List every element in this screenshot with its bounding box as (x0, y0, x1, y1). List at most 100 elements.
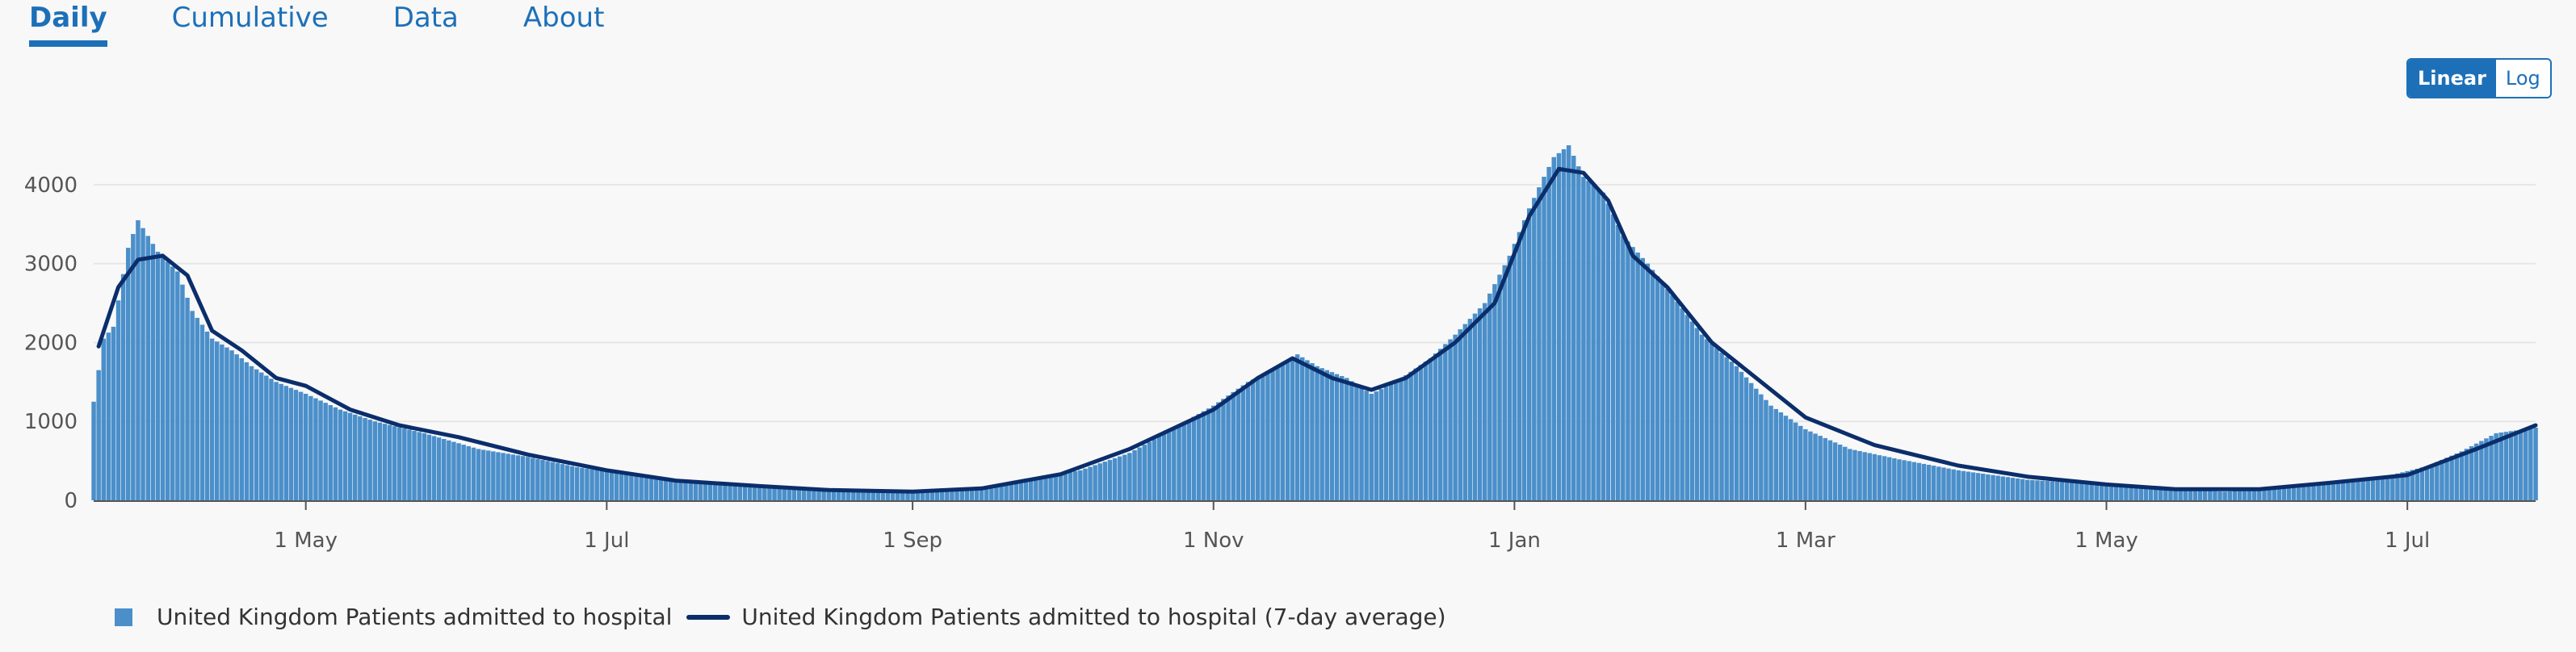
daily-bar (451, 441, 456, 500)
daily-bar (1300, 357, 1305, 500)
daily-bar (1936, 466, 1941, 500)
daily-bar (141, 228, 145, 500)
daily-bar (1892, 458, 1897, 500)
daily-bar (2168, 488, 2173, 500)
daily-bar (1467, 319, 1473, 500)
daily-bar (1345, 378, 1349, 500)
daily-bar (545, 461, 550, 500)
daily-bar (1743, 377, 1749, 500)
daily-bar (1063, 473, 1068, 500)
linear-scale-button[interactable]: Linear (2408, 60, 2496, 97)
y-tick-label: 3000 (24, 253, 78, 277)
legend-item-line[interactable]: United Kingdom Patients admitted to hosp… (686, 604, 1446, 630)
daily-bar (288, 387, 294, 500)
daily-bar (614, 473, 619, 500)
daily-bar (190, 311, 195, 500)
daily-bar (1315, 366, 1319, 500)
daily-bar (2414, 468, 2420, 500)
legend-item-bars[interactable]: United Kingdom Patients admitted to hosp… (115, 604, 672, 630)
daily-bar (718, 483, 723, 500)
daily-bar (2489, 436, 2494, 500)
daily-bar (91, 401, 96, 500)
daily-bar (1329, 372, 1335, 500)
daily-bar (2252, 490, 2257, 500)
daily-bar (1408, 371, 1413, 500)
daily-bar (1852, 449, 1857, 500)
daily-bar (1378, 389, 1384, 500)
daily-bar (885, 490, 891, 500)
daily-bar (644, 476, 648, 500)
tab-cumulative[interactable]: Cumulative (171, 2, 329, 34)
daily-bar (1280, 363, 1285, 500)
daily-bar (703, 482, 708, 500)
daily-bar (274, 382, 279, 500)
daily-bar (1034, 478, 1038, 500)
daily-bar (564, 465, 570, 500)
daily-bar (1310, 363, 1315, 500)
daily-bar (841, 489, 846, 500)
daily-bar (698, 482, 703, 500)
daily-bar (2297, 486, 2301, 500)
daily-bar (1907, 461, 1911, 500)
daily-bar (279, 383, 283, 500)
daily-bar (199, 324, 205, 500)
tab-daily[interactable]: Daily (29, 0, 107, 48)
daily-bar (772, 487, 777, 500)
daily-bar (496, 452, 501, 500)
daily-bar (1694, 328, 1700, 500)
daily-bar (762, 486, 767, 500)
daily-bar (851, 490, 856, 500)
daily-bar (185, 298, 190, 500)
daily-bar (1231, 391, 1236, 500)
daily-bar (1931, 466, 1936, 500)
daily-bar (1462, 324, 1468, 500)
daily-bar (1117, 456, 1122, 500)
daily-bar (1843, 446, 1848, 500)
daily-bar (1517, 232, 1522, 500)
daily-bar (585, 468, 589, 500)
daily-bar (999, 483, 1004, 500)
tab-data[interactable]: Data (392, 2, 459, 34)
daily-bar (2346, 481, 2351, 500)
hospital-admissions-chart: 0 1000 2000 3000 4000 1 May 1 Jul 1 Sep 1 Nov 1 J… (24, 145, 2538, 553)
daily-bar (2449, 455, 2454, 500)
daily-bar (1093, 465, 1097, 500)
daily-bar (1403, 375, 1408, 500)
daily-bar (2326, 483, 2331, 500)
axes: 0 1000 2000 3000 4000 1 May 1 Jul 1 Sep 1 Nov 1 J… (24, 173, 2536, 553)
daily-bar (634, 475, 639, 500)
daily-bar (2237, 491, 2242, 500)
daily-bar (2114, 485, 2119, 500)
daily-bar (683, 480, 688, 500)
daily-bar (1916, 462, 1922, 500)
daily-bar (525, 457, 531, 500)
daily-bar (1975, 473, 1981, 500)
daily-bar (861, 490, 866, 500)
daily-bar (678, 479, 683, 500)
daily-bar (2202, 491, 2208, 500)
daily-bar (1285, 360, 1290, 500)
daily-bar (377, 422, 383, 500)
daily-bar (220, 344, 224, 500)
daily-bar (757, 485, 762, 500)
daily-bar (1305, 360, 1310, 500)
daily-bar (382, 424, 388, 500)
tab-about[interactable]: About (522, 2, 605, 34)
daily-bar (1048, 475, 1053, 500)
grid-lines (94, 183, 2536, 423)
daily-bar (1596, 188, 1601, 501)
daily-bar (1458, 329, 1462, 500)
daily-bar (2380, 477, 2385, 500)
daily-bar (318, 400, 323, 500)
daily-bar (1857, 451, 1862, 500)
daily-bar (742, 484, 748, 500)
daily-bar (1556, 153, 1562, 501)
log-scale-button[interactable]: Log (2495, 60, 2550, 97)
daily-bar (1383, 387, 1389, 500)
daily-bar (1561, 148, 1567, 500)
daily-bar (2276, 488, 2282, 500)
daily-bar (342, 411, 348, 500)
daily-bar (2217, 491, 2222, 500)
daily-bar (2479, 441, 2484, 500)
daily-bar (347, 412, 353, 500)
